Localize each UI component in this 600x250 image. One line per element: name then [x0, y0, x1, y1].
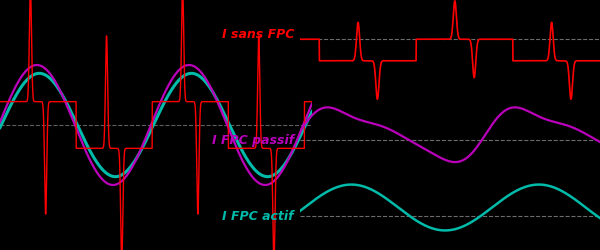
Text: I sans FPC: I sans FPC [221, 28, 294, 42]
Text: I FPC passif: I FPC passif [212, 134, 294, 147]
Text: I FPC actif: I FPC actif [223, 210, 294, 223]
